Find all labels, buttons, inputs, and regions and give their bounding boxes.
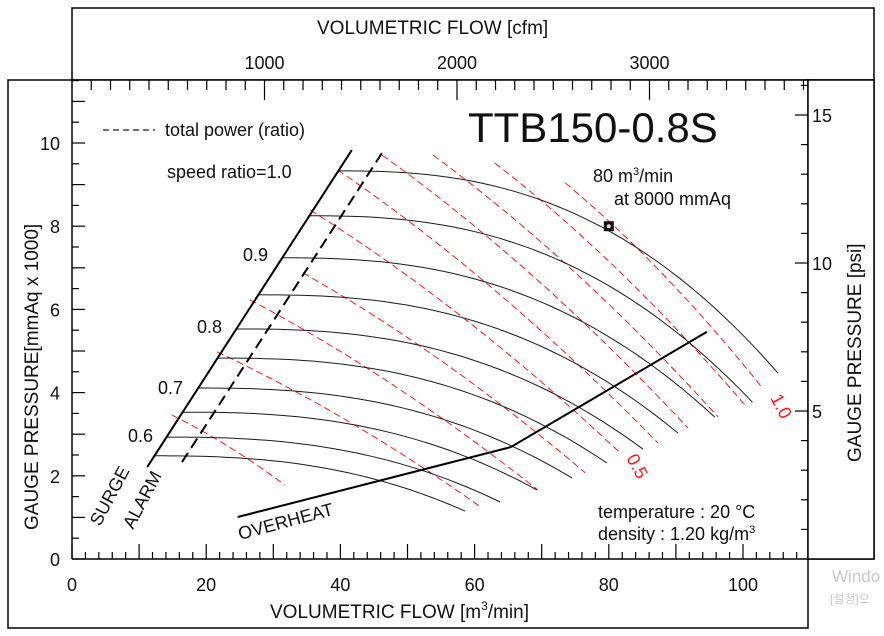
power-lines (171, 154, 763, 509)
rated-point-dot (606, 224, 611, 229)
temperature-note: temperature : 20 °C (598, 502, 755, 522)
x-axis-title-sup: 3 (481, 599, 488, 613)
speed-label-0-6: 0.6 (128, 426, 153, 446)
speed-curve-0-6 (166, 436, 501, 503)
speed-ratio-prefix: speed ratio= (167, 162, 267, 182)
x-tick-label: 80 (599, 575, 619, 595)
power-line-1 (564, 182, 763, 388)
y-axis-title: GAUGE PRESSURE[mmAq x 1000] (22, 224, 43, 530)
x-tick-label: 40 (330, 575, 350, 595)
x-tick-label: 60 (465, 575, 485, 595)
x-tick-label: 0 (67, 575, 77, 595)
power-line-0-2 (216, 351, 483, 509)
y2-tick-label: 5 (812, 402, 822, 422)
axis-ticks (71, 79, 808, 560)
speed-curve-0-95 (309, 215, 753, 403)
watermark-line1: Windo (832, 567, 880, 586)
speed-label-0-9: 0.9 (243, 245, 268, 265)
right-axis-title: GAUGE PRESSURE [psi] (845, 243, 866, 462)
speed-label-0-8: 0.8 (197, 317, 222, 337)
power-line-0-4 (302, 272, 586, 474)
x-tick-label: 100 (728, 575, 758, 595)
x-axis-title: VOLUMETRIC FLOW [m3/min] (270, 599, 529, 623)
density-note: density : 1.20 kg/m3 (598, 524, 755, 544)
rated-flow-a: 80 m (593, 166, 633, 186)
y-tick-label: 10 (40, 134, 60, 154)
surge-line (146, 149, 353, 468)
legend-power-label: total power (ratio) (165, 120, 305, 140)
rated-point-label-line2: at 8000 mmAq (614, 189, 731, 209)
speed-label-0-7: 0.7 (158, 378, 183, 398)
top-axis-title: VOLUMETRIC FLOW [cfm] (317, 18, 548, 39)
power-line-0-9 (494, 162, 746, 406)
x-tick-label: 20 (196, 575, 216, 595)
y-tick-label: 0 (50, 550, 60, 570)
density-note-sup: 3 (749, 524, 755, 536)
main-frame (7, 79, 809, 629)
rated-point-marker (603, 221, 614, 232)
speed-label-1-0: 1.0 (267, 162, 292, 182)
power-line-0-6 (337, 169, 659, 444)
x-axis-title-main: VOLUMETRIC FLOW [m (270, 602, 481, 623)
density-note-a: density : 1.20 kg/m (598, 524, 749, 544)
rated-flow-sup: 3 (633, 166, 639, 178)
power-line-0-3 (249, 299, 539, 491)
limit-lines (146, 149, 708, 518)
overheat-line (237, 331, 708, 518)
y2-tick-label: 10 (812, 254, 832, 274)
alarm-line (181, 152, 383, 463)
speed-curve-0-65 (182, 411, 538, 491)
speed-curve-0-9 (282, 257, 716, 418)
power-line-0-5 (309, 209, 621, 454)
y-tick-label: 4 (50, 384, 60, 404)
y2-tick-label: 15 (812, 106, 832, 126)
speed-curve-0-7 (198, 387, 573, 479)
speed-ratio-prefix-label: speed ratio=1.0 (167, 162, 292, 182)
rated-flow-b: /min (639, 166, 673, 186)
top-axis-frame-inner (807, 79, 875, 560)
y-tick-label: 8 (50, 217, 60, 237)
speed-curve-1 (338, 170, 779, 374)
speed-curve-0-8 (236, 328, 644, 450)
speed-curves (154, 170, 779, 512)
chart-title: TTB150-0.8S (468, 104, 718, 151)
speed-curve-0-55 (154, 455, 466, 512)
y-tick-label: 6 (50, 300, 60, 320)
speed-curve-0-75 (217, 357, 608, 464)
y-tick-label: 2 (50, 467, 60, 487)
x2-tick-label: 1000 (244, 53, 284, 73)
power-line-0-8 (432, 154, 719, 418)
watermark-line2: [설정]으 (830, 592, 870, 606)
x2-tick-label: 2000 (437, 53, 477, 73)
rated-point-label-line1: 80 m3/min (593, 166, 673, 186)
x-axis-title-end: /min] (488, 602, 529, 623)
speed-curve-0-85 (258, 294, 679, 434)
x2-tick-label: 3000 (629, 53, 669, 73)
